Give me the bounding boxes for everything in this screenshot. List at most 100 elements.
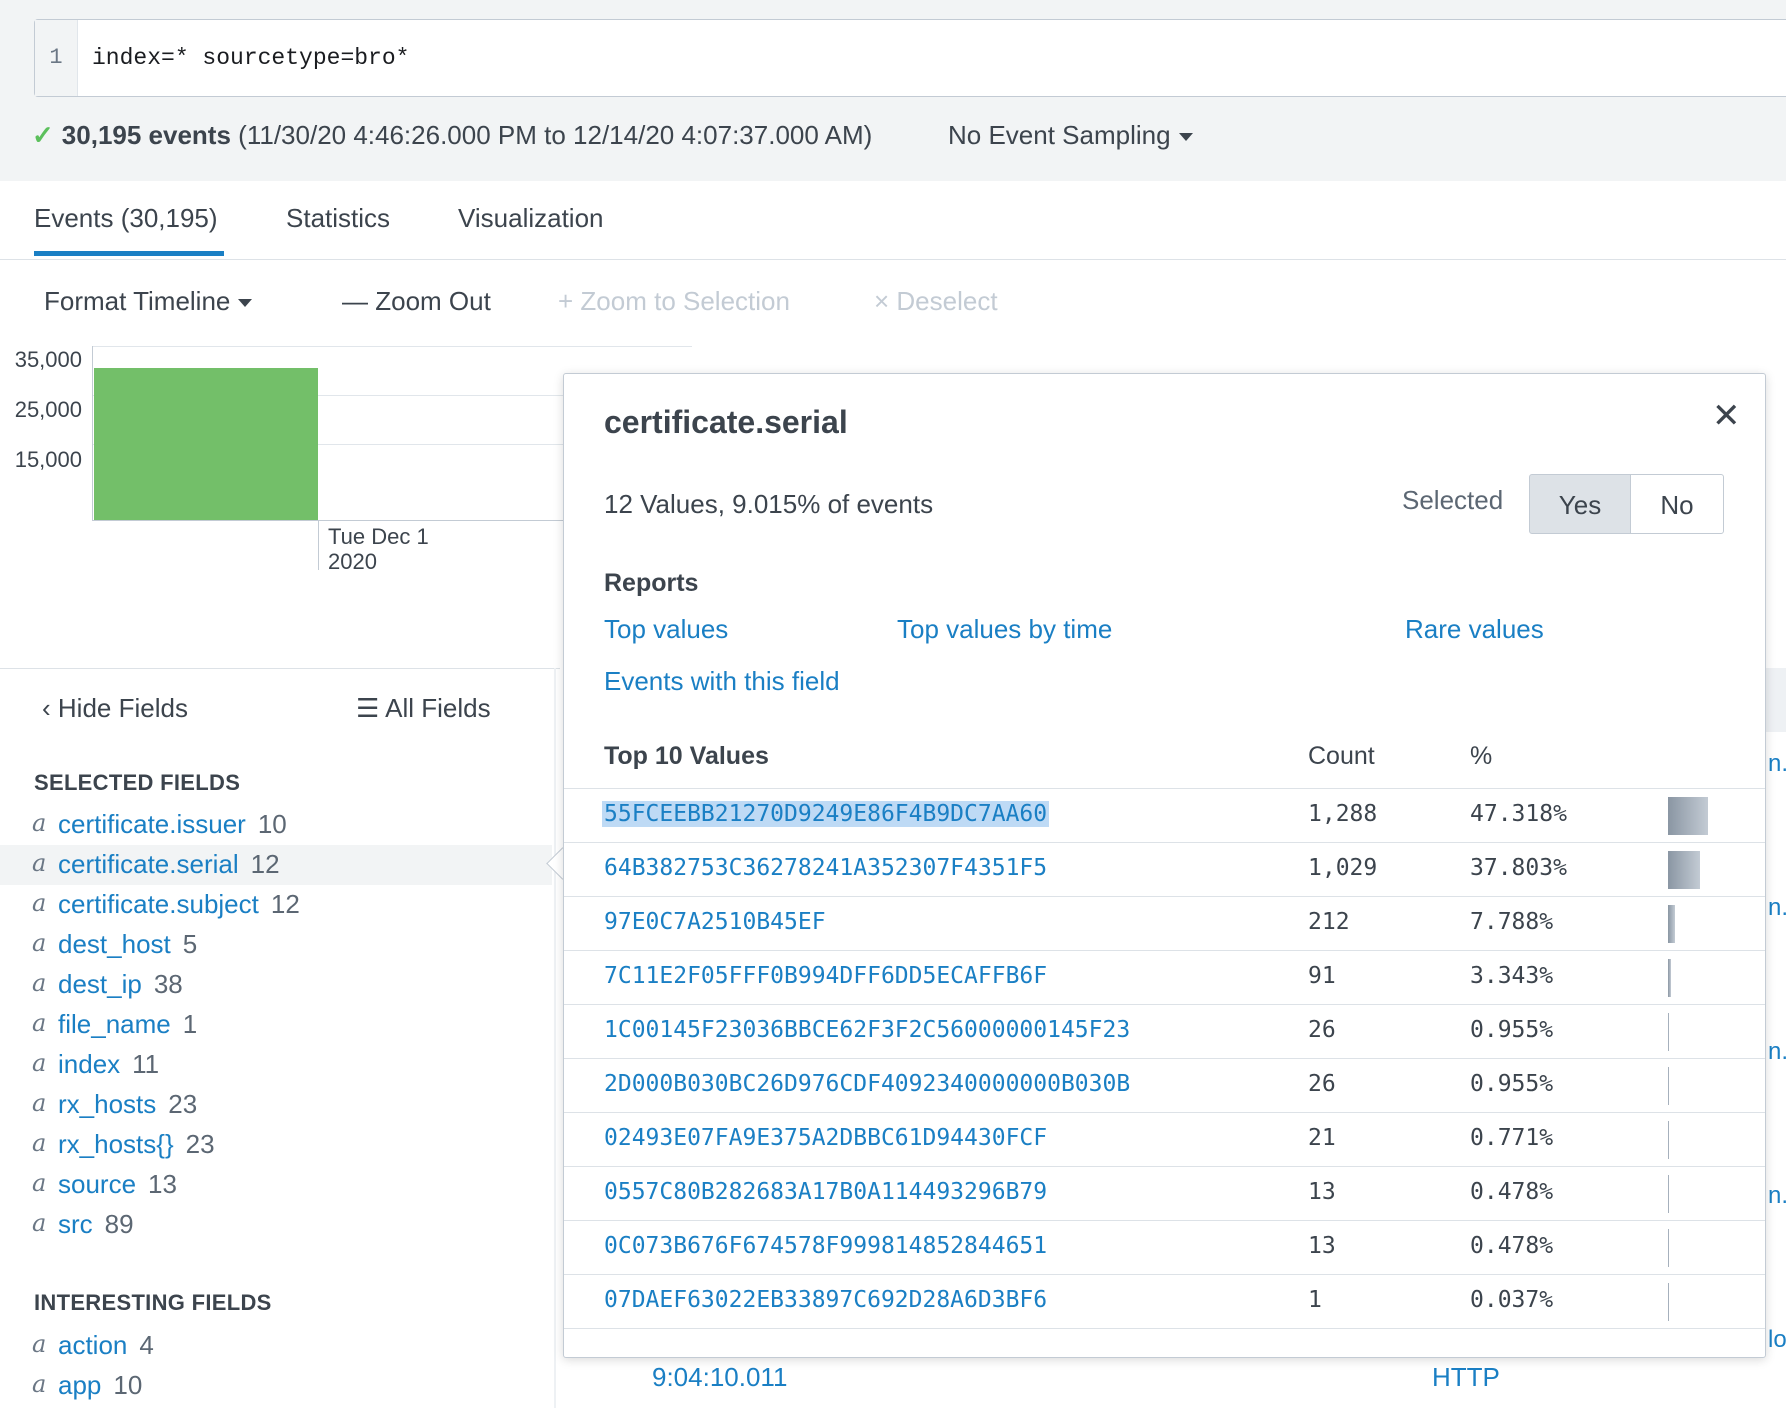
value-row[interactable]: 02493E07FA9E375A2DBBC61D94430FCF 21 0.771%: [564, 1113, 1765, 1167]
field-distinct-count: 11: [132, 1049, 160, 1079]
field-name-text: dest_ip: [58, 969, 142, 999]
hide-fields-button[interactable]: ‹ Hide Fields: [42, 693, 188, 724]
field-distinct-count: 23: [168, 1089, 198, 1119]
field-name[interactable]: rx_hosts{} 23: [58, 1129, 215, 1160]
value-count: 26: [1308, 1017, 1336, 1043]
value-count: 1,029: [1308, 855, 1378, 881]
value-row[interactable]: 64B382753C36278241A352307F4351F5 1,029 37.…: [564, 843, 1765, 897]
field-row[interactable]: a dest_host 5: [0, 925, 552, 965]
field-name-text: certificate.serial: [58, 849, 239, 879]
percent-bar: [1668, 1121, 1669, 1159]
value-percent: 0.771%: [1470, 1125, 1554, 1151]
field-row[interactable]: a file_name 1: [0, 1005, 552, 1045]
field-row[interactable]: a certificate.subject 12: [0, 885, 552, 925]
format-timeline-label: Format Timeline: [44, 286, 231, 316]
value-percent: 0.478%: [1470, 1179, 1554, 1205]
field-name[interactable]: certificate.issuer 10: [58, 809, 287, 840]
event-field-value[interactable]: HTTP: [1432, 1362, 1500, 1392]
tab-statistics[interactable]: Statistics: [286, 203, 391, 233]
field-name[interactable]: index 11: [58, 1049, 159, 1080]
field-name[interactable]: dest_ip 38: [58, 969, 183, 1000]
value-percent: 0.955%: [1470, 1071, 1554, 1097]
percent-bar: [1668, 1013, 1669, 1051]
value-row[interactable]: 0C073B676F674578F999814852844651 13 0.478%: [564, 1221, 1765, 1275]
value-count: 212: [1308, 909, 1350, 935]
gridline: [92, 444, 692, 445]
time-range: (11/30/20 4:46:26.000 PM to 12/14/20 4:0…: [238, 120, 873, 150]
close-icon[interactable]: ✕: [1712, 397, 1741, 435]
field-row[interactable]: a dest_ip 38: [0, 965, 552, 1005]
field-row[interactable]: a app 10: [0, 1366, 552, 1406]
top-values-by-time-link[interactable]: Top values by time: [897, 614, 1113, 644]
field-name[interactable]: source 13: [58, 1169, 177, 1200]
field-row[interactable]: a rx_hosts 23: [0, 1085, 552, 1125]
value-row[interactable]: 0557C80B282683A17B0A114493296B79 13 0.478%: [564, 1167, 1765, 1221]
field-name[interactable]: dest_host 5: [58, 929, 197, 960]
value-link[interactable]: 1C00145F23036BBCE62F3F2C56000000145F23: [604, 1017, 1131, 1043]
value-row[interactable]: 07DAEF63022EB33897C692D28A6D3BF6 1 0.037%: [564, 1275, 1765, 1329]
zoom-to-selection-button[interactable]: + Zoom to Selection: [558, 286, 790, 316]
tab-visualization[interactable]: Visualization: [458, 203, 604, 233]
value-link[interactable]: 55FCEEBB21270D9249E86F4B9DC7AA60: [602, 801, 1050, 827]
y-tick-label: 15,000: [14, 447, 82, 472]
top-values-link[interactable]: Top values: [604, 614, 729, 644]
tab-events[interactable]: Events (30,195): [34, 203, 218, 233]
event-time[interactable]: 9:04:10.011: [652, 1362, 788, 1392]
event-sampling-dropdown[interactable]: No Event Sampling: [948, 120, 1193, 151]
string-type-icon: a: [32, 969, 47, 997]
value-link[interactable]: 64B382753C36278241A352307F4351F5: [604, 855, 1048, 881]
value-link[interactable]: 0557C80B282683A17B0A114493296B79: [604, 1179, 1048, 1205]
x-tick-label: Tue Dec 1 2020: [328, 524, 429, 574]
all-fields-button[interactable]: ☰ All Fields: [356, 693, 491, 724]
check-icon: ✓: [32, 120, 54, 150]
deselect-button[interactable]: × Deselect: [874, 286, 998, 316]
active-tab-indicator: [34, 251, 224, 256]
field-name[interactable]: action 4: [58, 1330, 154, 1361]
value-row[interactable]: 2D000B030BC26D976CDF4092340000000B030B 26…: [564, 1059, 1765, 1113]
field-name-text: file_name: [58, 1009, 171, 1039]
field-name[interactable]: src 89: [58, 1209, 134, 1240]
hide-fields-label: Hide Fields: [57, 693, 188, 723]
value-row[interactable]: 7C11E2F05FFF0B994DFF6DD5ECAFFB6F 91 3.343%: [564, 951, 1765, 1005]
value-row[interactable]: 1C00145F23036BBCE62F3F2C56000000145F23 26…: [564, 1005, 1765, 1059]
selected-no-button[interactable]: No: [1630, 474, 1724, 534]
field-name[interactable]: rx_hosts 23: [58, 1089, 197, 1120]
field-name[interactable]: app 10: [58, 1370, 142, 1401]
search-query[interactable]: index=* sourcetype=bro*: [92, 45, 410, 71]
field-name[interactable]: certificate.serial 12: [58, 849, 280, 880]
event-text-fragment: lo: [1768, 1326, 1786, 1353]
value-row[interactable]: 55FCEEBB21270D9249E86F4B9DC7AA60 1,288 47.…: [564, 789, 1765, 843]
value-link[interactable]: 7C11E2F05FFF0B994DFF6DD5ECAFFB6F: [604, 963, 1048, 989]
value-link[interactable]: 2D000B030BC26D976CDF4092340000000B030B: [604, 1071, 1131, 1097]
zoom-out-button[interactable]: — Zoom Out: [342, 286, 491, 316]
selected-yes-button[interactable]: Yes: [1529, 474, 1631, 534]
value-link[interactable]: 97E0C7A2510B45EF: [604, 909, 826, 935]
format-timeline-dropdown[interactable]: Format Timeline: [44, 286, 253, 317]
value-link[interactable]: 07DAEF63022EB33897C692D28A6D3BF6: [604, 1287, 1048, 1313]
value-count: 13: [1308, 1233, 1336, 1259]
timeline-bar[interactable]: [94, 368, 318, 520]
string-type-icon: a: [32, 809, 47, 837]
field-row[interactable]: a src 89: [0, 1205, 552, 1245]
sidebar-divider: [554, 668, 556, 1408]
field-distinct-count: 4: [139, 1330, 154, 1360]
field-row[interactable]: a certificate.serial 12: [0, 845, 552, 885]
value-link[interactable]: 02493E07FA9E375A2DBBC61D94430FCF: [604, 1125, 1048, 1151]
field-name[interactable]: file_name 1: [58, 1009, 197, 1040]
x-tick: [318, 520, 319, 570]
field-name-text: src: [58, 1209, 93, 1239]
field-row[interactable]: a action 4: [0, 1326, 552, 1366]
field-row[interactable]: a index 11: [0, 1045, 552, 1085]
rare-values-link[interactable]: Rare values: [1405, 614, 1544, 644]
field-name-text: source: [58, 1169, 137, 1199]
field-distinct-count: 12: [270, 889, 300, 919]
field-row[interactable]: a source 13: [0, 1165, 552, 1205]
field-name[interactable]: certificate.subject 12: [58, 889, 300, 920]
field-row[interactable]: a rx_hosts{} 23: [0, 1125, 552, 1165]
search-input[interactable]: 1 index=* sourcetype=bro*: [34, 19, 1786, 97]
value-link[interactable]: 0C073B676F674578F999814852844651: [604, 1233, 1048, 1259]
events-with-field-link[interactable]: Events with this field: [604, 666, 840, 696]
event-text-fragment: n.l: [1768, 1182, 1786, 1209]
value-row[interactable]: 97E0C7A2510B45EF 212 7.788%: [564, 897, 1765, 951]
field-row[interactable]: a certificate.issuer 10: [0, 805, 552, 845]
